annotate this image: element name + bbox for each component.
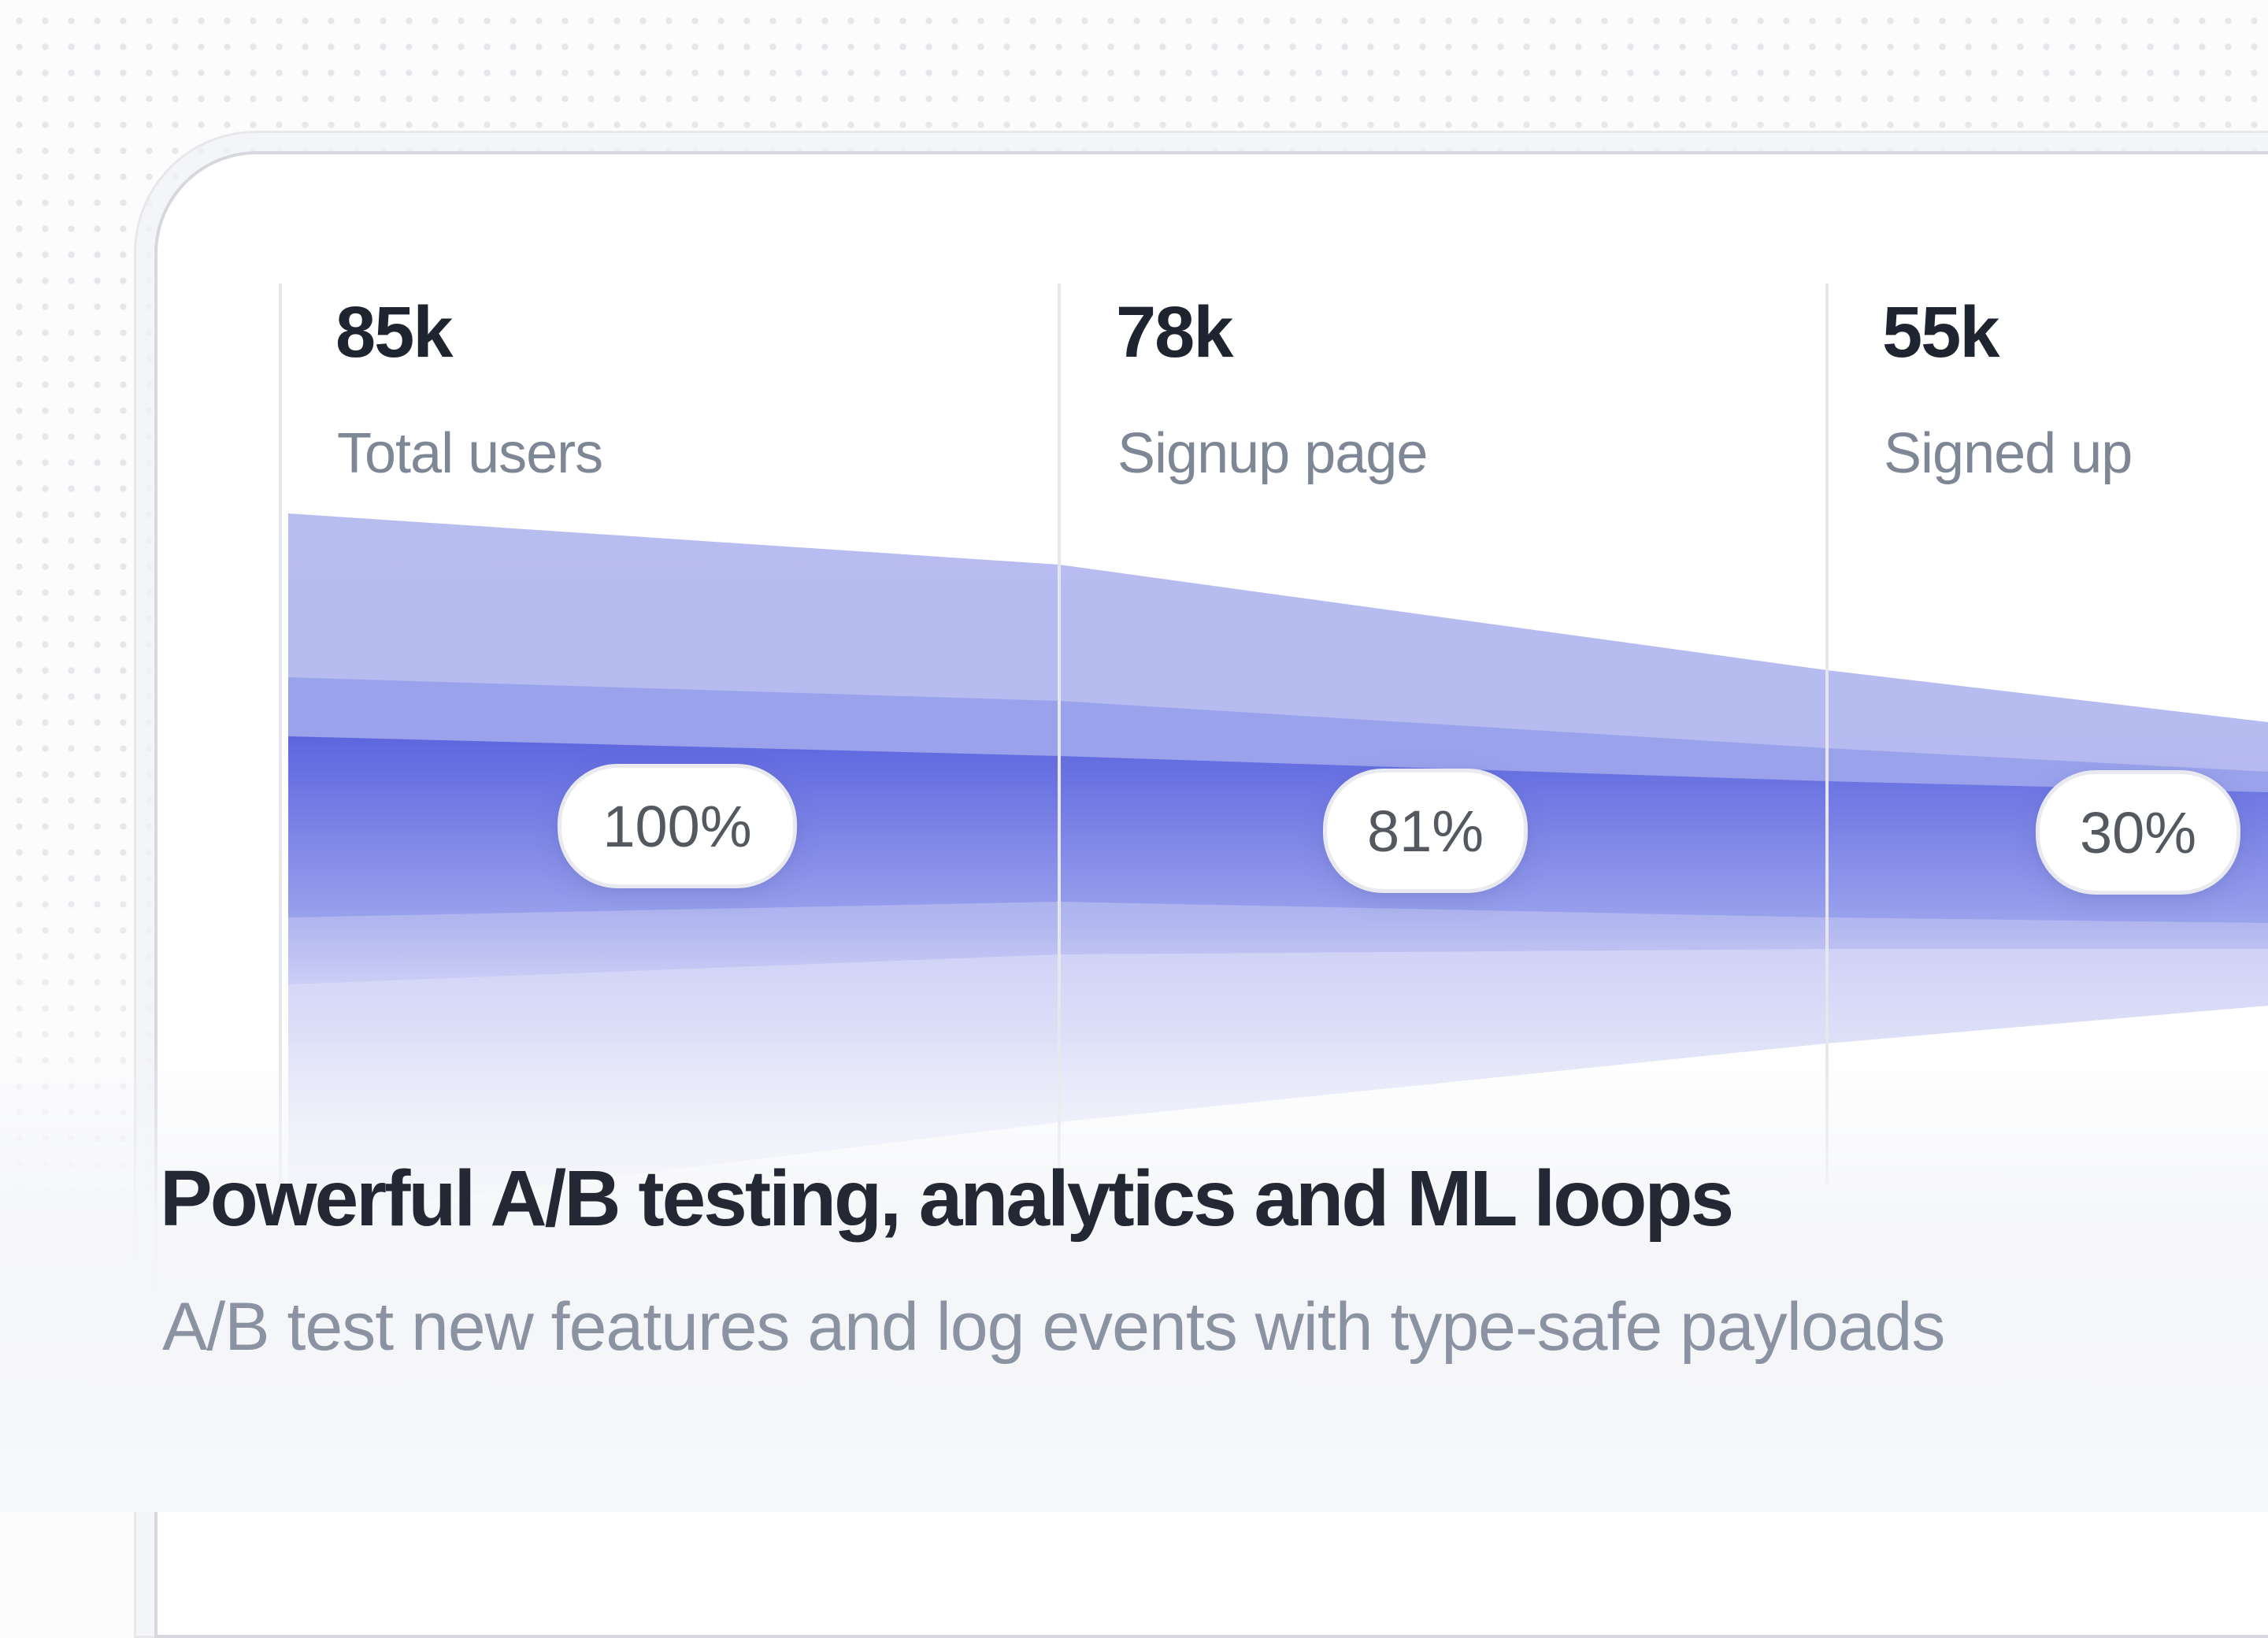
stage-3-label: Signed up [1884,422,2133,485]
stage-1-label: Total users [337,422,603,485]
percent-badge-stage-2: 81% [1323,769,1528,893]
percent-badge-stage-3-text: 30% [2079,799,2197,865]
subheadline: A/B test new features and log events wit… [162,1289,1945,1365]
percent-badge-stage-1: 100% [558,764,797,888]
divider-line-3 [1825,284,1829,1185]
stage-3-value: 55k [1882,292,1999,372]
divider-line-1 [279,284,282,1185]
percent-badge-stage-3: 30% [2036,770,2240,895]
funnel-layer-core [288,736,2268,923]
stage-1-value: 85k [335,292,453,372]
divider-line-2 [1058,284,1061,1185]
headline: Powerful A/B testing, analytics and ML l… [160,1154,1734,1243]
percent-badge-stage-1-text: 100% [602,793,752,859]
percent-badge-stage-2-text: 81% [1366,798,1484,864]
stage-2-label: Signup page [1117,422,1428,485]
stage-2-value: 78k [1116,292,1233,372]
card-bottom-fade [0,1040,2268,1512]
